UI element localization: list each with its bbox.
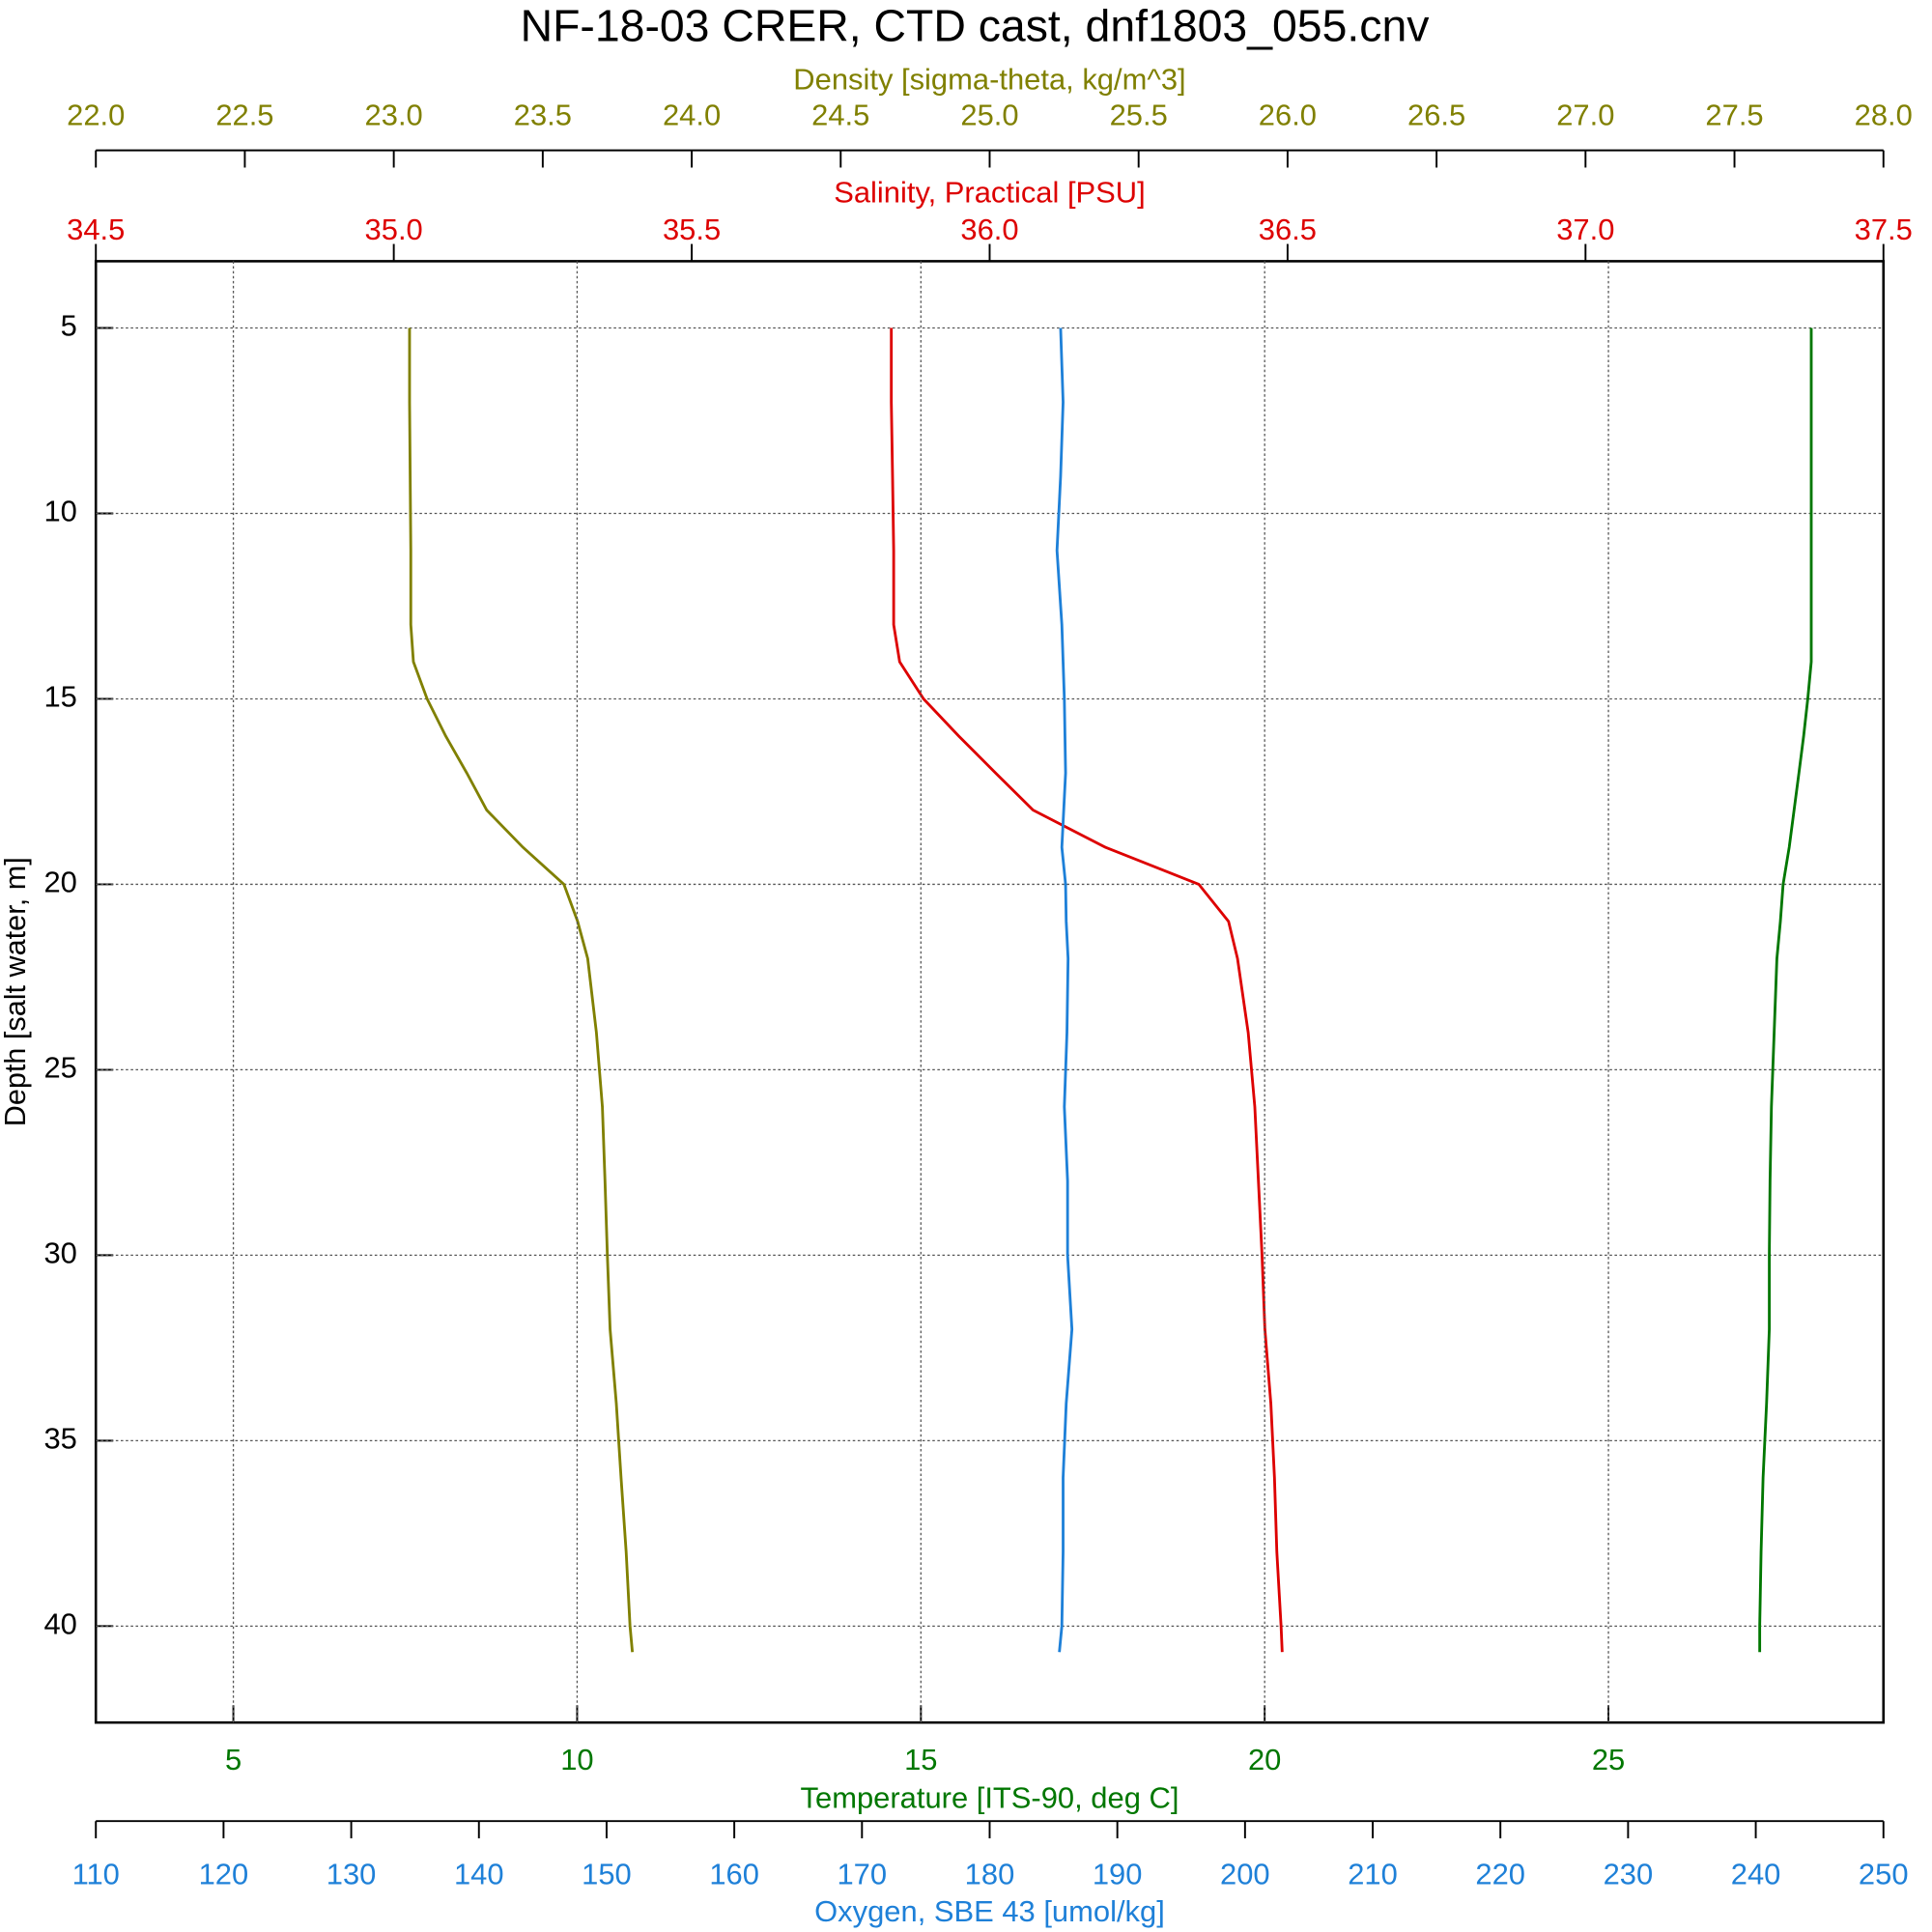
x-tick-label: 10 [560, 1743, 593, 1776]
x-tick-label: 250 [1859, 1858, 1909, 1891]
x-tick-label: 36.5 [1259, 213, 1317, 246]
x-tick-label: 15 [904, 1743, 937, 1776]
y-axis-label: Depth [salt water, m] [0, 857, 32, 1126]
x-tick-label: 170 [838, 1858, 888, 1891]
x-tick-label: 25.0 [960, 98, 1018, 131]
x-tick-label: 180 [965, 1858, 1015, 1891]
y-tick-label: 15 [43, 680, 76, 714]
x-tick-label: 150 [582, 1858, 632, 1891]
x-tick-label: 27.5 [1705, 98, 1763, 131]
x-tick-label: 36.0 [960, 213, 1018, 246]
x-tick-label: 230 [1604, 1858, 1654, 1891]
x-tick-label: 25 [1592, 1743, 1625, 1776]
plot-frame [94, 260, 1886, 1724]
x-tick-label: 23.5 [514, 98, 572, 131]
profile-line [1055, 327, 1074, 1653]
x-tick-label: 28.0 [1855, 98, 1913, 131]
y-tick-label: 5 [61, 309, 77, 343]
x-tick-label: 220 [1475, 1858, 1525, 1891]
x-tick-label: 27.0 [1556, 98, 1614, 131]
x-tick-label: 34.5 [67, 213, 125, 246]
x-tick-label: 140 [454, 1858, 504, 1891]
x-axis-label: Density [sigma-theta, kg/m^3] [793, 62, 1185, 96]
x-tick-label: 22.5 [215, 98, 273, 131]
x-tick-label: 5 [225, 1743, 242, 1776]
x-tick-label: 110 [72, 1858, 120, 1891]
profile-line [890, 327, 1284, 1653]
x-tick-label: 23.0 [365, 98, 423, 131]
y-tick-label: 40 [43, 1607, 76, 1641]
y-tick-label: 30 [43, 1236, 76, 1270]
x-tick-label: 120 [199, 1858, 249, 1891]
x-axis-label: Salinity, Practical [PSU] [834, 176, 1146, 210]
y-tick-label: 25 [43, 1051, 76, 1085]
y-tick-label: 20 [43, 866, 76, 899]
y-tick-label: 10 [43, 495, 76, 528]
x-tick-label: 200 [1220, 1858, 1270, 1891]
x-tick-label: 190 [1093, 1858, 1143, 1891]
x-tick-label: 37.0 [1556, 213, 1614, 246]
profile-line [408, 327, 635, 1653]
y-tick-label: 35 [43, 1422, 76, 1456]
x-tick-label: 35.5 [663, 213, 721, 246]
x-tick-label: 22.0 [67, 98, 125, 131]
x-tick-label: 24.5 [811, 98, 869, 131]
x-tick-label: 160 [709, 1858, 759, 1891]
x-tick-label: 26.5 [1407, 98, 1465, 131]
x-tick-label: 210 [1348, 1858, 1398, 1891]
x-tick-label: 25.5 [1110, 98, 1168, 131]
x-tick-label: 24.0 [663, 98, 721, 131]
x-axis-label: Oxygen, SBE 43 [umol/kg] [814, 1894, 1165, 1928]
x-tick-label: 35.0 [365, 213, 423, 246]
x-tick-label: 240 [1731, 1858, 1781, 1891]
profile-line [1758, 327, 1813, 1653]
x-axis-label: Temperature [ITS-90, deg C] [801, 1781, 1179, 1815]
x-tick-label: 26.0 [1259, 98, 1317, 131]
chart-title: NF-18-03 CRER, CTD cast, dnf1803_055.cnv [521, 1, 1430, 51]
x-tick-label: 20 [1248, 1743, 1281, 1776]
x-tick-label: 130 [327, 1858, 377, 1891]
x-tick-label: 37.5 [1855, 213, 1913, 246]
